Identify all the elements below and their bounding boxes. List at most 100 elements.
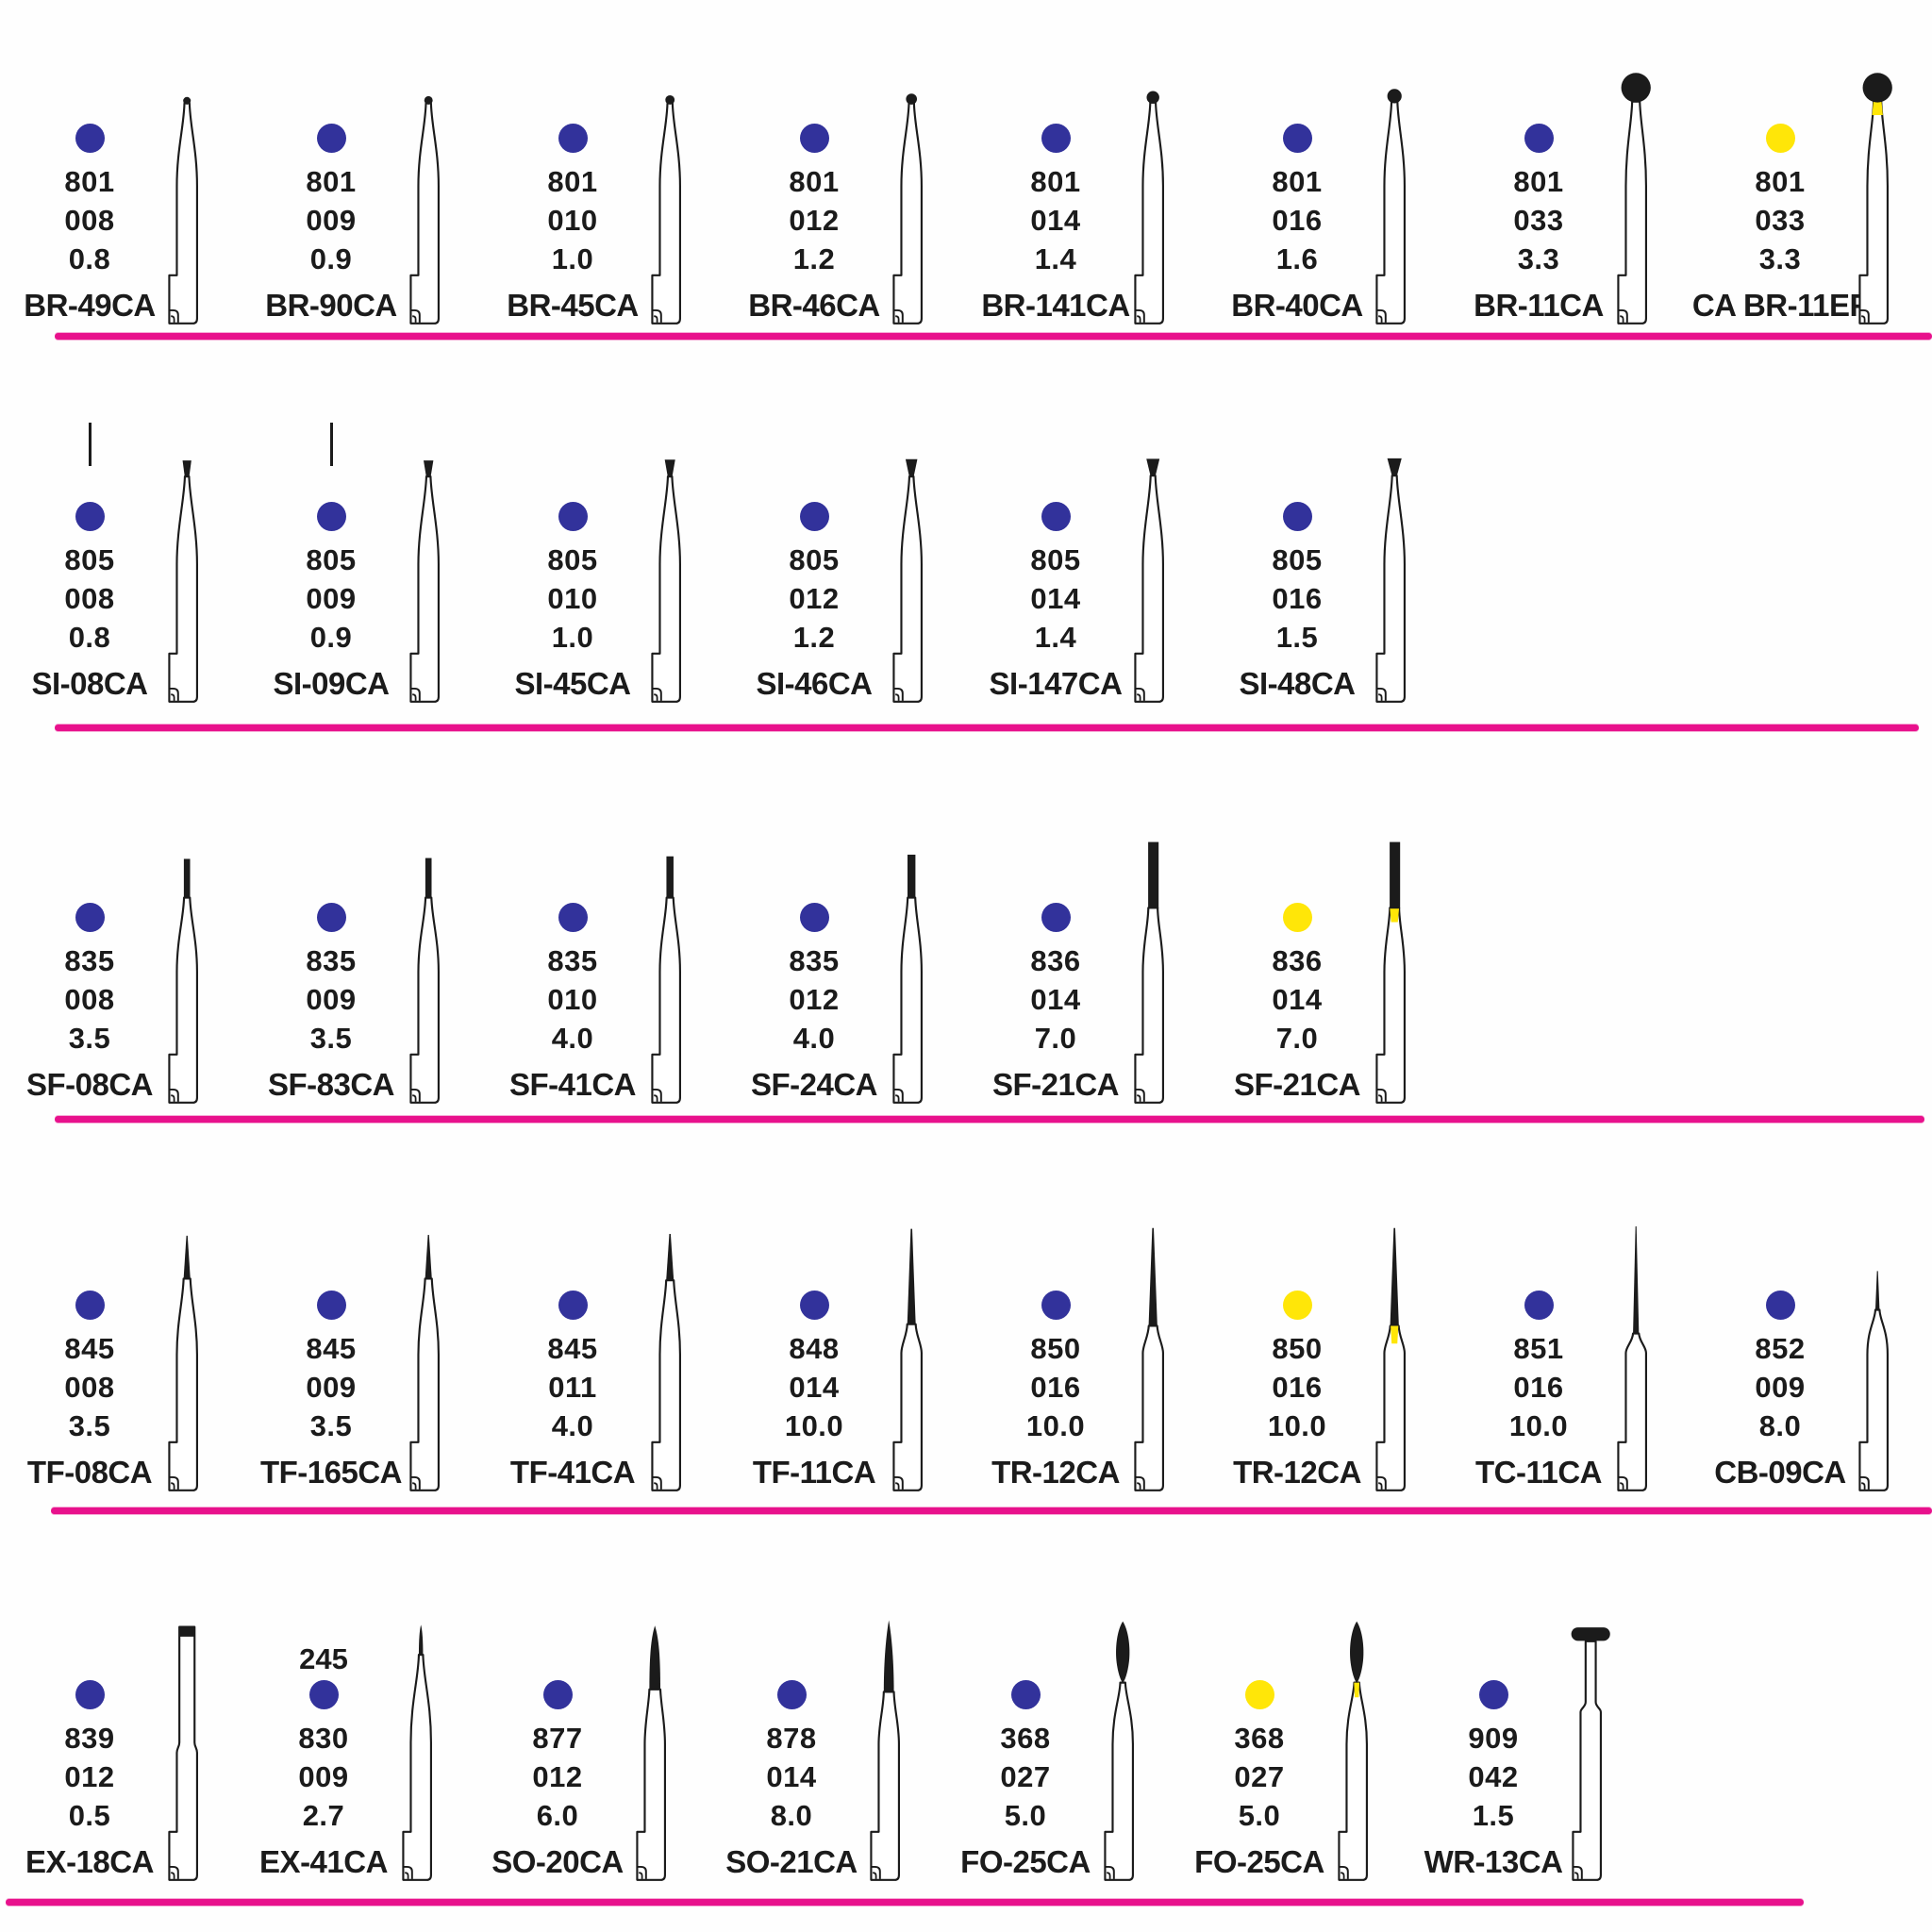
bur-item-text-block: 845 008 3.5 TF-08CA <box>21 1287 158 1491</box>
model-label: BR-40CA <box>1231 288 1363 323</box>
model-label: SI-46CA <box>756 666 873 701</box>
bur-item-text-block: 851 016 10.0 TC-11CA <box>1470 1287 1607 1491</box>
bur-illustration-flame-878 <box>870 1620 900 1881</box>
iso-size-number: 014 <box>1030 582 1081 615</box>
model-label: TF-165CA <box>259 1455 403 1490</box>
iso-shape-number: 805 <box>547 543 598 576</box>
bur-item-text-block: 839 012 0.5 EX-18CA <box>21 1676 158 1881</box>
iso-shape-number: 835 <box>64 944 115 977</box>
bur-item-text-block: 801 009 0.9 BR-90CA <box>262 120 400 325</box>
bur-item-text-block: 805 014 1.4 SI-147CA <box>987 498 1124 703</box>
yellow-grit-code-dot <box>1282 903 1312 932</box>
iso-size-number: 014 <box>766 1760 817 1793</box>
bur-illustration-cyl-012 <box>892 854 923 1104</box>
bur-illustration-invcone-012 <box>892 458 923 703</box>
head-size-mm: 4.0 <box>551 1022 594 1055</box>
bur-row-cells: 805 008 0.8 SI-08CA 805 009 0.9 SI-09CA 805 010 1.… <box>0 340 1932 731</box>
iso-shape-number: 845 <box>547 1332 598 1365</box>
bur-item: 835 008 3.5 SF-08CA <box>0 731 242 1123</box>
iso-shape-number: 805 <box>789 543 840 576</box>
iso-shape-number: 835 <box>306 944 357 977</box>
head-size-mm: 0.9 <box>309 621 353 654</box>
iso-shape-number: 835 <box>789 944 840 977</box>
bur-item-text-block: 852 009 8.0 CB-09CA <box>1711 1287 1849 1491</box>
bur-item: 835 012 4.0 SF-24CA <box>724 731 966 1123</box>
length-tick-mark <box>329 423 333 466</box>
model-label: TR-12CA <box>1233 1455 1361 1490</box>
bur-item: 850 016 10.0 TR-12CA <box>966 1123 1208 1514</box>
model-label: SF-08CA <box>25 1067 154 1102</box>
iso-size-number: 012 <box>789 204 840 237</box>
bur-item: 839 012 0.5 EX-18CA <box>0 1514 234 1906</box>
model-label: BR-90CA <box>265 288 397 323</box>
blue-grit-code-dot <box>75 903 105 932</box>
model-label: TF-08CA <box>26 1455 153 1490</box>
bur-item-text-block: 801 014 1.4 BR-141CA <box>981 120 1130 325</box>
model-label: BR-49CA <box>24 288 156 323</box>
iso-shape-number: 852 <box>1755 1332 1806 1365</box>
bur-item-text-block: 850 016 10.0 TR-12CA <box>987 1287 1124 1491</box>
blue-grit-code-dot <box>75 1291 105 1320</box>
divider-rule <box>55 1116 1924 1123</box>
blue-grit-code-dot <box>799 1291 829 1320</box>
head-size-mm: 3.5 <box>309 1022 353 1055</box>
blue-grit-code-dot <box>799 124 829 153</box>
model-label: SI-08CA <box>31 666 148 701</box>
bur-illustration-needle-851 <box>1617 1226 1647 1491</box>
blue-grit-code-dot <box>316 502 346 531</box>
bur-illustration-ball-012 <box>892 93 923 325</box>
head-size-mm: 7.0 <box>1275 1022 1319 1055</box>
head-size-mm: 1.4 <box>1034 621 1077 654</box>
iso-size-number: 009 <box>306 582 357 615</box>
iso-size-number: 012 <box>532 1760 583 1793</box>
iso-size-number: 014 <box>1272 983 1323 1016</box>
bur-item-text-block: 801 033 3.3 CA BR-11EF <box>1692 120 1869 325</box>
divider-rule <box>55 333 1932 340</box>
divider-rule <box>6 1899 1804 1906</box>
model-label: CB-09CA <box>1714 1455 1846 1490</box>
bur-illustration-taperlong-848 <box>892 1228 923 1491</box>
head-size-mm: 2.7 <box>302 1799 345 1832</box>
iso-size-number: 009 <box>298 1760 349 1793</box>
iso-size-number: 009 <box>1755 1371 1806 1404</box>
model-label: SI-09CA <box>273 666 390 701</box>
iso-shape-number: 801 <box>1030 165 1081 198</box>
yellow-grit-code-dot <box>1765 124 1795 153</box>
bur-item: 909 042 1.5 WR-13CA <box>1404 1514 1638 1906</box>
blue-grit-code-dot <box>1478 1680 1508 1709</box>
model-label: SO-21CA <box>725 1844 858 1879</box>
bur-item: 852 009 8.0 CB-09CA <box>1690 1123 1932 1514</box>
bur-illustration-torpedo-877 <box>636 1625 666 1881</box>
model-label: WR-13CA <box>1424 1844 1563 1879</box>
bur-item: 245 830 009 2.7 EX-41CA <box>234 1514 468 1906</box>
model-label: FO-25CA <box>960 1844 1091 1879</box>
model-label: SF-21CA <box>991 1067 1120 1102</box>
blue-grit-code-dot <box>1041 903 1071 932</box>
model-label: TC-11CA <box>1474 1455 1603 1490</box>
bur-illustration-cyl-836-y <box>1375 841 1406 1104</box>
bur-item-text-block: 368 027 5.0 FO-25CA <box>1191 1676 1328 1881</box>
iso-size-number: 016 <box>1513 1371 1564 1404</box>
iso-size-number: 008 <box>64 1371 115 1404</box>
iso-size-number: 016 <box>1272 204 1323 237</box>
iso-shape-number: 805 <box>1030 543 1081 576</box>
row-special-shape-burs: 839 012 0.5 EX-18CA 245 830 009 2.7 EX-41CA 877 01… <box>0 1514 1932 1906</box>
blue-grit-code-dot <box>558 502 588 531</box>
bur-item: 805 014 1.4 SI-147CA <box>966 340 1208 731</box>
iso-size-number: 014 <box>1030 204 1081 237</box>
head-size-mm: 4.0 <box>551 1409 594 1442</box>
iso-size-number: 042 <box>1468 1760 1519 1793</box>
bur-item: 805 008 0.8 SI-08CA <box>0 340 242 731</box>
model-label: FO-25CA <box>1194 1844 1324 1879</box>
iso-size-number: 014 <box>1030 983 1081 1016</box>
bur-item-text-block: 836 014 7.0 SF-21CA <box>1228 899 1366 1104</box>
iso-size-number: 027 <box>1234 1760 1285 1793</box>
bur-item-text-block: 836 014 7.0 SF-21CA <box>987 899 1124 1104</box>
model-label: BR-45CA <box>507 288 639 323</box>
bur-illustration-egg-368 <box>1104 1621 1134 1881</box>
bur-item: 878 014 8.0 SO-21CA <box>702 1514 936 1906</box>
iso-shape-number: 878 <box>766 1722 817 1755</box>
bur-illustration-taper-009 <box>409 1234 440 1491</box>
iso-size-number: 016 <box>1030 1371 1081 1404</box>
blue-grit-code-dot <box>1041 1291 1071 1320</box>
